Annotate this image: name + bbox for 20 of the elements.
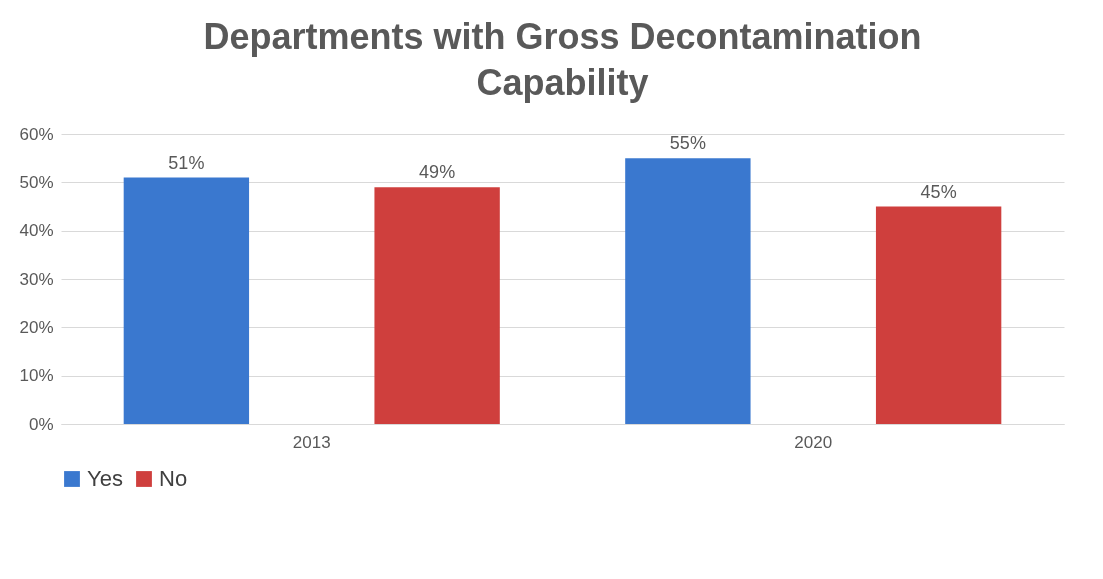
data-label: 55% [669,133,706,154]
legend-label: No [159,466,188,491]
y-tick-label: 20% [19,317,54,337]
chart-title: Departments with Gross Decontamination Capability [203,16,922,103]
x-tick-label: 2020 [794,432,833,452]
y-tick-label: 50% [19,172,54,192]
y-tick-label: 60% [19,124,54,144]
x-tick-label: 2013 [292,432,331,452]
bar [875,206,1002,424]
y-tick-label: 30% [19,269,54,289]
bar [374,187,500,424]
data-label: 49% [419,162,456,183]
data-label: 45% [920,181,957,202]
y-tick-label: 40% [19,221,54,241]
y-tick-label: 10% [19,366,54,386]
y-tick-label: 0% [28,414,54,434]
data-label: 51% [168,152,205,173]
legend-label: Yes [87,466,123,491]
bar [123,177,250,424]
bar [625,158,751,424]
